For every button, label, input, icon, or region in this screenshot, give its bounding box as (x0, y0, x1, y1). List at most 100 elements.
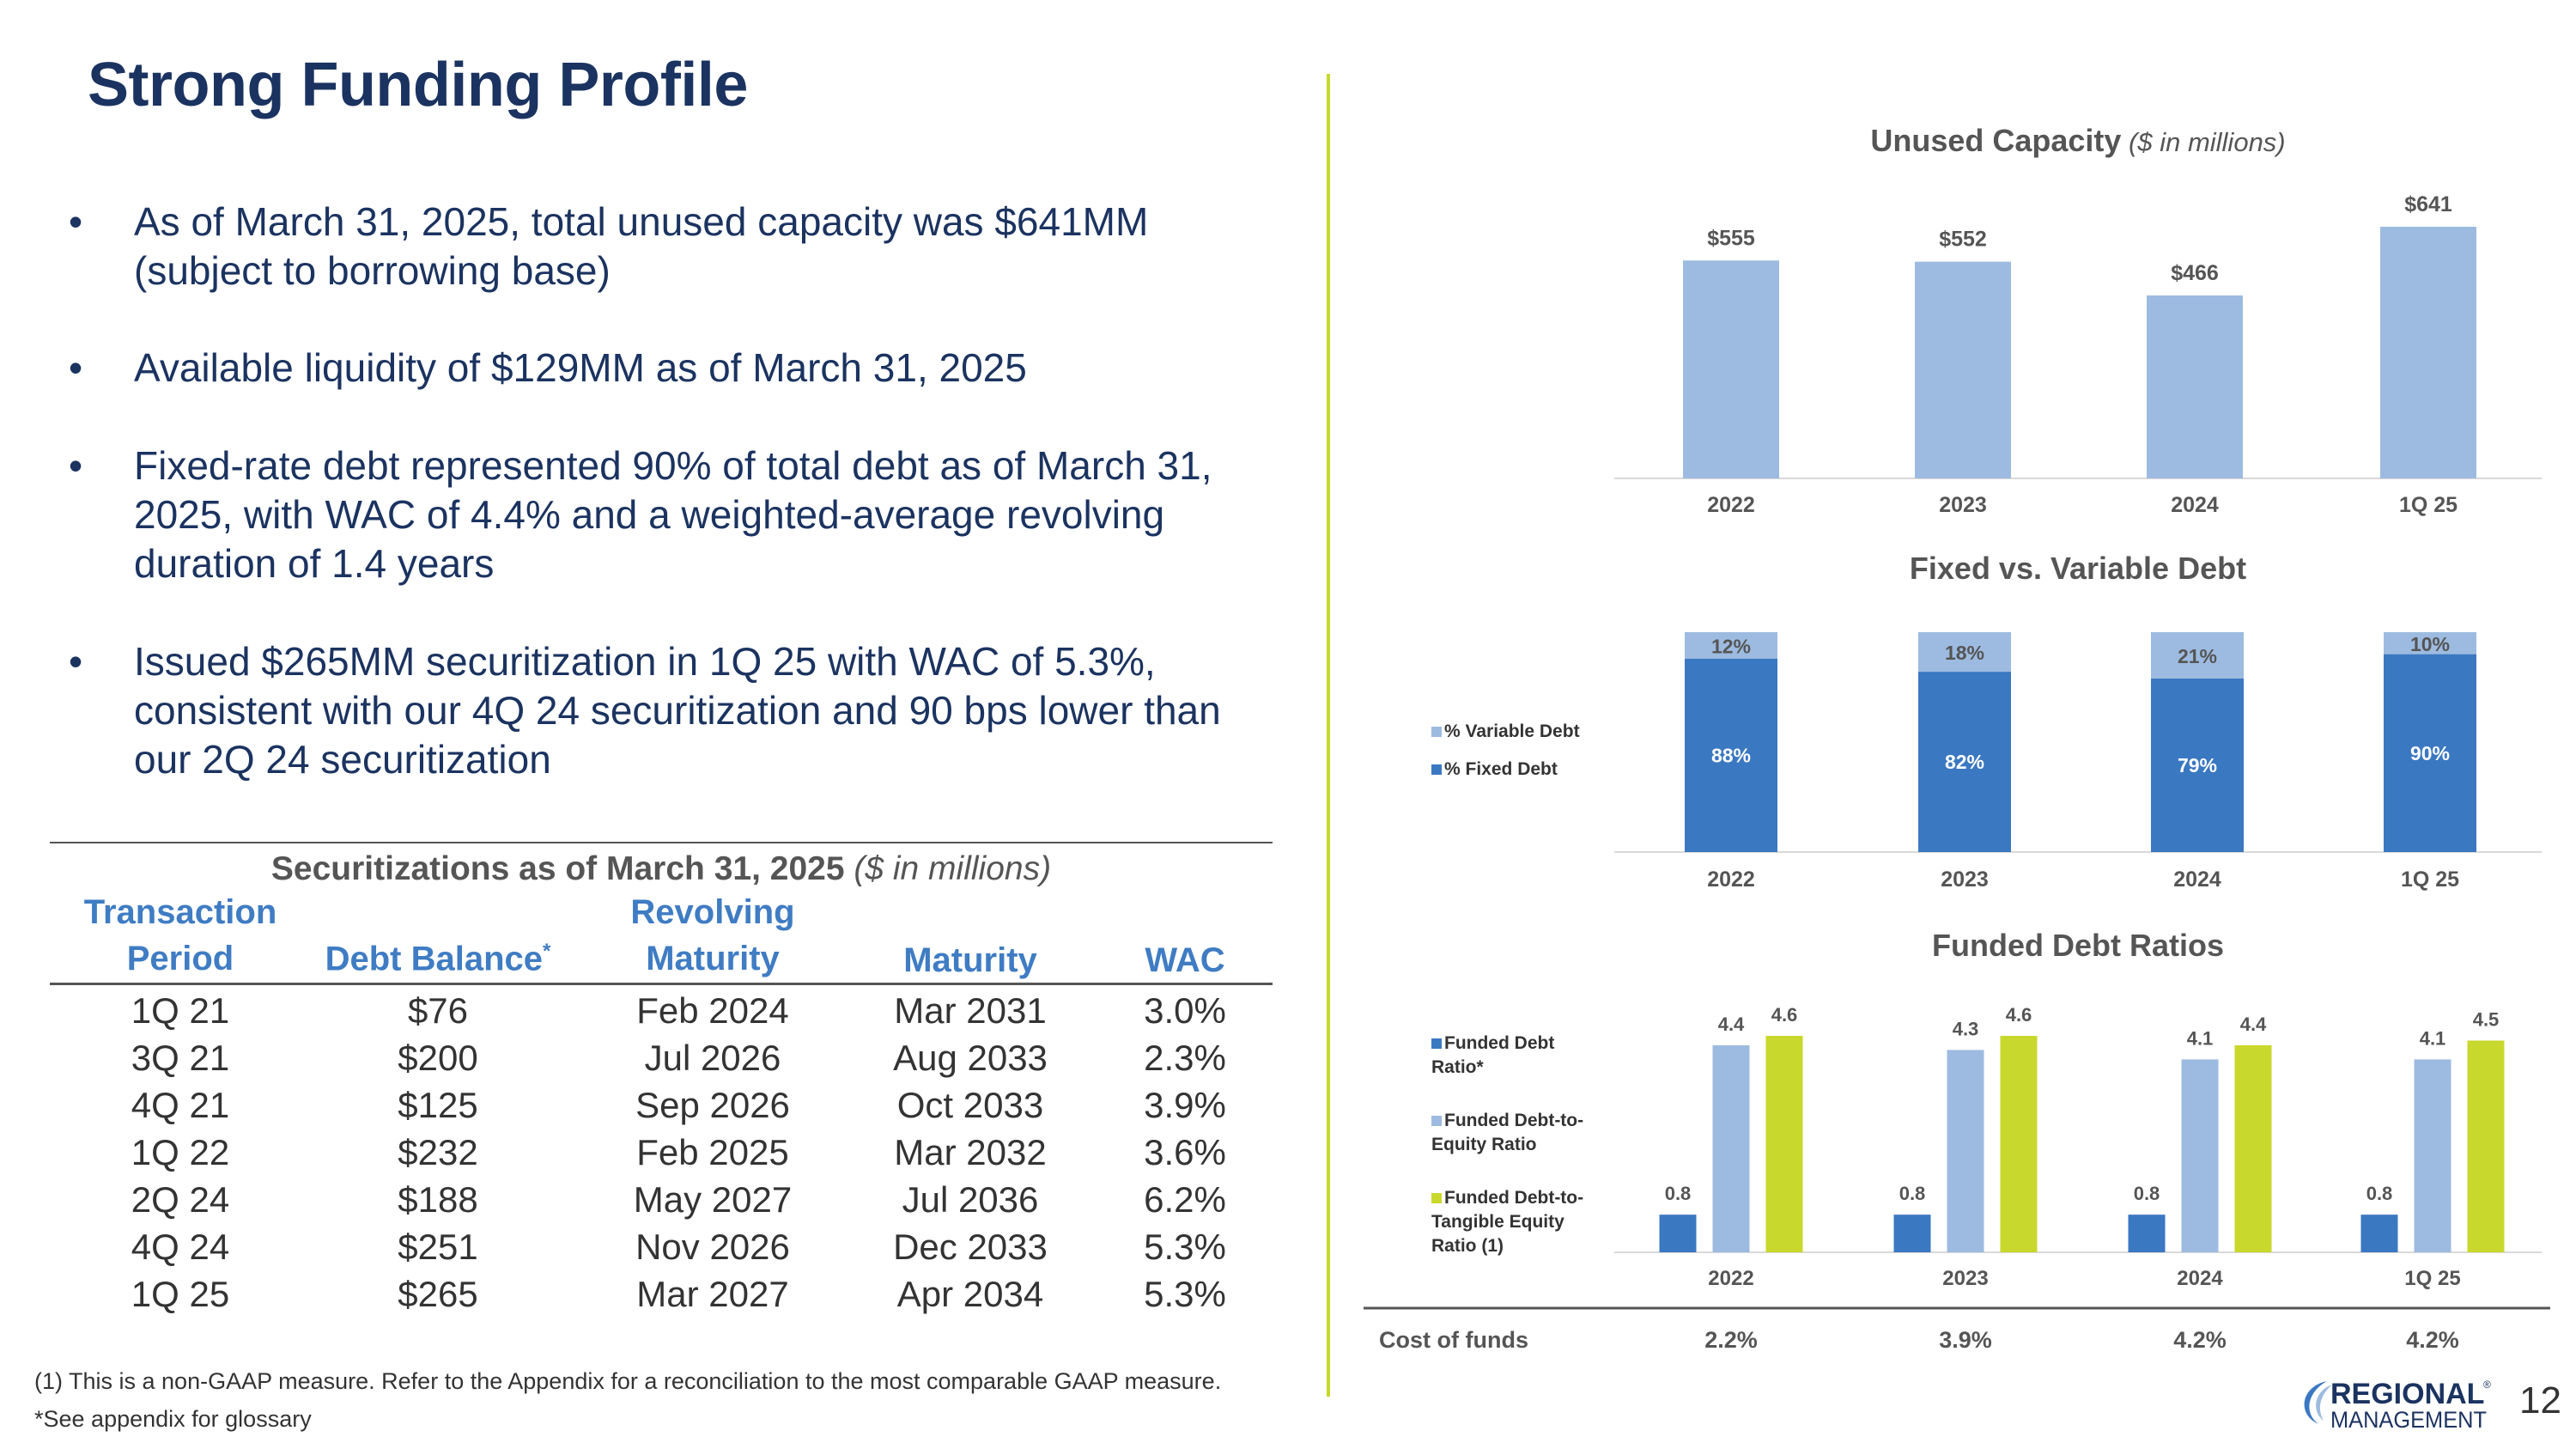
page-title: Strong Funding Profile (88, 51, 748, 119)
x-tick-label: 2024 (2173, 868, 2221, 892)
cell-revolving: Sep 2026 (635, 1085, 790, 1125)
data-label: 0.8 (1665, 1183, 1692, 1204)
bar-variable-debt (1918, 632, 2011, 673)
legend-label: Funded Debt-to- (1444, 1188, 1583, 1208)
data-label: $555 (1707, 226, 1755, 250)
header-transaction: Transaction (83, 893, 277, 931)
bullet-dot: • (69, 443, 83, 488)
cell-revolving: May 2027 (633, 1179, 793, 1220)
regional-management-logo: REGIONAL ® MANAGEMENT (2304, 1378, 2491, 1433)
bullet-dot: • (69, 639, 83, 684)
cost-of-funds-value: 3.9% (1939, 1327, 1992, 1353)
cell-period: 3Q 21 (131, 1038, 230, 1078)
legend-swatch (1431, 1038, 1442, 1049)
bar-funded-debt (2128, 1215, 2166, 1252)
cell-maturity: Mar 2031 (894, 990, 1047, 1031)
legend-swatch (1431, 1116, 1442, 1126)
cell-balance: $251 (398, 1227, 478, 1267)
logo-swoosh-icon (2304, 1381, 2327, 1424)
legend-label: Ratio* (1431, 1057, 1485, 1077)
cost-of-funds-value: 4.2% (2406, 1327, 2459, 1353)
x-tick-label: 2023 (1942, 1267, 1988, 1290)
data-label: 4.6 (2006, 1004, 2032, 1026)
data-label-variable: 12% (1711, 635, 1751, 657)
bar-fixed-debt (2384, 654, 2476, 852)
cell-maturity: Oct 2033 (896, 1085, 1044, 1125)
x-tick-label: 2023 (1941, 868, 1989, 892)
cell-balance: $76 (407, 990, 469, 1031)
cell-period: 1Q 25 (131, 1274, 230, 1314)
logo-mark: ® (2483, 1379, 2491, 1391)
logo-line1: REGIONAL (2330, 1378, 2484, 1410)
table-title: Securitizations as of March 31, 2025 ($ … (50, 850, 1273, 888)
cell-revolving: Feb 2024 (636, 990, 789, 1031)
cell-maturity: Jul 2036 (902, 1179, 1039, 1220)
bar-variable-debt (1685, 632, 1777, 659)
cell-maturity: Dec 2033 (893, 1227, 1048, 1267)
bar-funded-debt (2360, 1215, 2398, 1252)
bar-debt-to-tangible-equity (2467, 1040, 2505, 1252)
bar-variable-debt (2151, 632, 2244, 679)
header-wac: WAC (1145, 941, 1225, 979)
data-label-fixed: 79% (2178, 754, 2217, 776)
x-tick-label: 1Q 25 (2404, 1267, 2460, 1290)
cost-of-funds-label: Cost of funds (1379, 1327, 1528, 1353)
data-label: 4.4 (2240, 1014, 2267, 1035)
bar-debt-to-equity (1712, 1044, 1750, 1252)
data-label: 4.4 (1718, 1014, 1745, 1035)
page-number: 12 (2519, 1379, 2561, 1422)
data-label: 0.8 (1899, 1183, 1926, 1204)
legend-swatch-variable (1431, 727, 1442, 737)
header-revolving: Revolving (630, 893, 795, 931)
legend-label-variable: % Variable Debt (1444, 721, 1580, 741)
legend-label: Equity Ratio (1431, 1135, 1537, 1154)
cell-revolving: Mar 2027 (636, 1274, 789, 1314)
x-tick-label: 2024 (2177, 1267, 2223, 1290)
data-label-fixed: 90% (2410, 742, 2450, 764)
header-revolving-maturity: Maturity (646, 940, 780, 977)
cell-revolving: Jul 2026 (644, 1038, 781, 1078)
table-top-rule (50, 842, 1273, 843)
bullet-text: Fixed-rate debt represented 90% of total… (134, 443, 1212, 586)
cell-period: 4Q 24 (131, 1227, 230, 1267)
footnote-glossary: *See appendix for glossary (34, 1406, 312, 1432)
logo-swoosh-accent-icon (2316, 1385, 2332, 1421)
bullet-text: Issued $265MM securitization in 1Q 25 wi… (134, 639, 1221, 782)
legend-label: Funded Debt-to- (1444, 1111, 1583, 1130)
x-tick-label: 1Q 25 (2401, 868, 2459, 892)
x-tick-label: 2022 (1708, 1267, 1753, 1290)
chart-title-funded-debt-ratios: Funded Debt Ratios (1932, 928, 2224, 963)
cell-period: 1Q 22 (131, 1132, 230, 1172)
cell-period: 2Q 24 (131, 1179, 230, 1220)
bullet-text: Available liquidity of $129MM as of Marc… (134, 345, 1027, 390)
cost-of-funds-value: 4.2% (2173, 1327, 2227, 1353)
legend-label-fixed: % Fixed Debt (1444, 759, 1558, 779)
bullet-text: As of March 31, 2025, total unused capac… (134, 199, 1149, 293)
bar-unused-capacity (1915, 261, 2011, 478)
data-label: $466 (2171, 261, 2219, 285)
bar-unused-capacity (2147, 295, 2243, 478)
cell-wac: 3.6% (1144, 1132, 1226, 1172)
bar-debt-to-equity (2181, 1059, 2219, 1252)
cell-wac: 5.3% (1144, 1274, 1226, 1314)
data-label-variable: 21% (2178, 645, 2217, 667)
data-label: $641 (2404, 192, 2452, 216)
chart-title-fixed-variable: Fixed vs. Variable Debt (1910, 551, 2246, 586)
data-label: 4.1 (2420, 1027, 2446, 1049)
cell-balance: $232 (398, 1132, 478, 1172)
cell-period: 1Q 21 (131, 990, 230, 1031)
bar-debt-to-tangible-equity (1765, 1036, 1803, 1252)
cell-balance: $188 (398, 1179, 478, 1220)
cell-period: 4Q 21 (131, 1085, 230, 1125)
bar-variable-debt (2384, 632, 2476, 654)
data-label: 0.8 (2134, 1183, 2160, 1204)
table-title-note: ($ in millions) (854, 850, 1052, 887)
logo-line2: MANAGEMENT (2330, 1407, 2487, 1433)
bar-funded-debt (1893, 1215, 1931, 1252)
table-title-main: Securitizations as of March 31, 2025 (270, 850, 845, 887)
bar-debt-to-equity (2414, 1059, 2451, 1252)
cell-wac: 2.3% (1144, 1038, 1226, 1078)
x-tick-label: 2024 (2171, 493, 2219, 517)
header-maturity: Maturity (903, 941, 1037, 979)
data-label: 4.5 (2473, 1008, 2500, 1030)
